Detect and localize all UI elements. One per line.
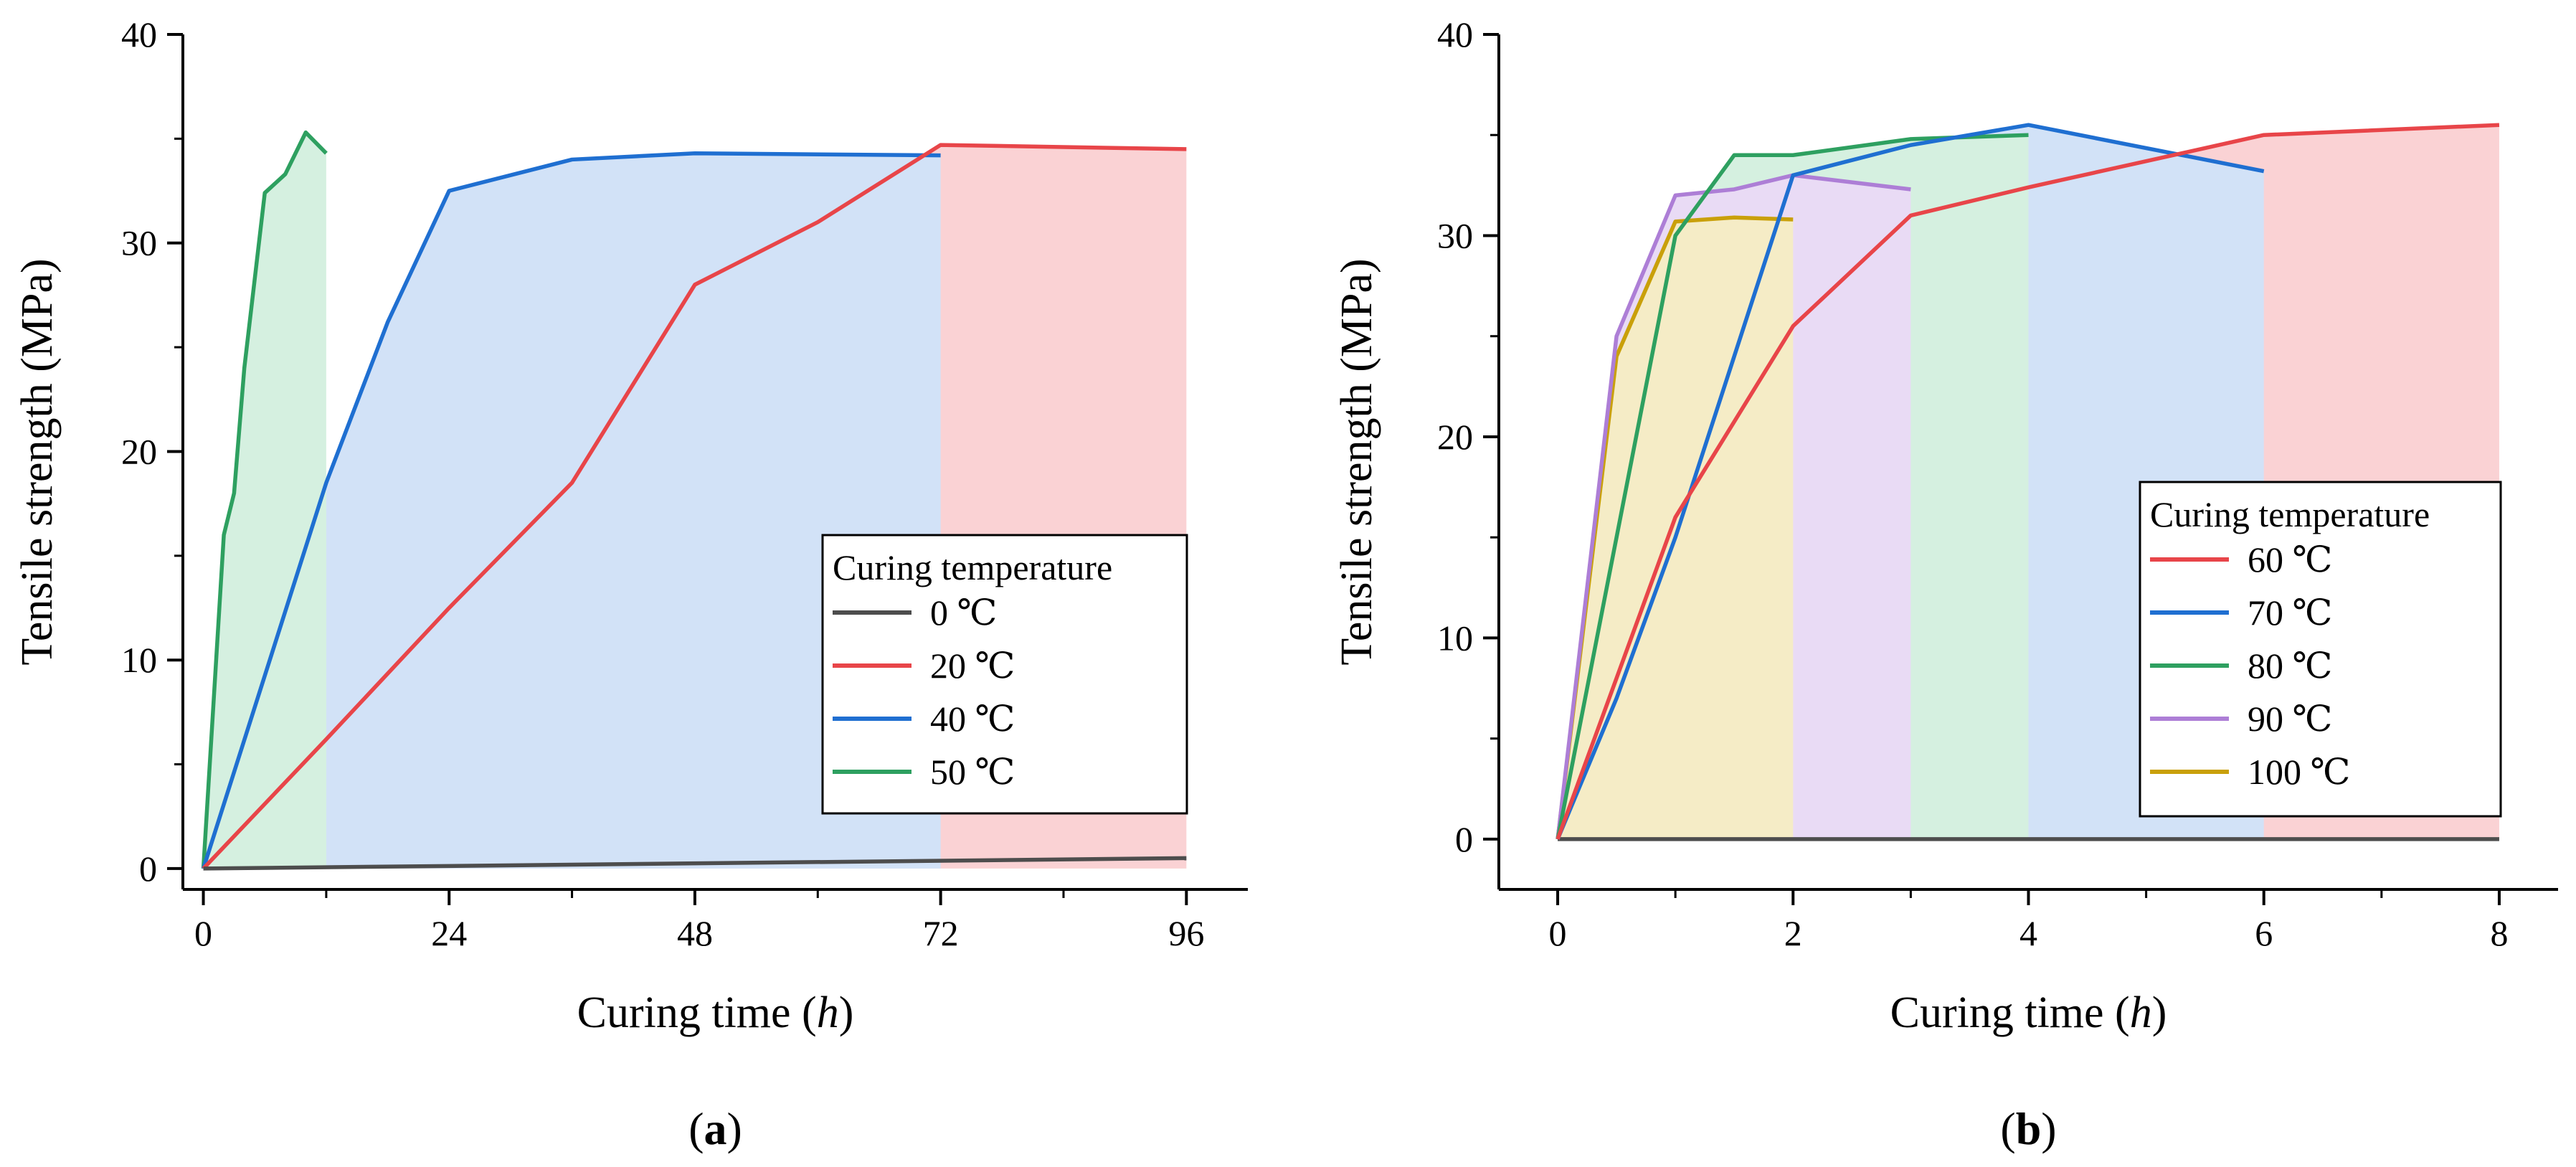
legend-entry-label: 20 ℃ <box>930 646 1015 686</box>
series-line-2 <box>201 151 941 869</box>
legend-title: Curing temperature <box>833 547 1112 587</box>
series-line-0 <box>1555 123 2500 840</box>
legend-entry-label: 50 ℃ <box>930 752 1015 792</box>
series-line-1 <box>1555 123 2265 840</box>
legend-entry-label: 90 ℃ <box>2248 699 2332 739</box>
x-axis-title-part: Curing time ( <box>577 988 817 1037</box>
y-tick-label: 0 <box>1455 819 1473 859</box>
legend-box <box>821 534 1188 815</box>
x-tick-label: 72 <box>923 913 959 953</box>
x-tick-label: 8 <box>2490 913 2508 953</box>
legend-entry-label: 0 ℃ <box>930 592 997 633</box>
series-line-0 <box>203 856 1187 871</box>
x-tick-label: 24 <box>431 913 467 953</box>
series-lines <box>1555 123 2500 841</box>
area-fill-series-2 <box>203 153 941 869</box>
x-tick-label: 0 <box>194 913 212 953</box>
legend: Curing temperature 60 ℃ 70 ℃ 80 ℃ 90 ℃ 100 ℃ <box>2139 481 2502 818</box>
legend-entry-label: 60 ℃ <box>2248 539 2332 580</box>
series-line-3 <box>201 130 328 869</box>
panel-label-part: ( <box>688 1103 704 1154</box>
y-tick-label: 40 <box>121 14 157 55</box>
legend-entry-label: 40 ℃ <box>930 699 1015 739</box>
y-axis-title: Tensile strength (MPa) <box>13 258 62 665</box>
legend-box <box>2139 481 2502 818</box>
y-axis-title: Tensile strength (MPa) <box>1332 258 1381 665</box>
area-fill-series-3 <box>203 132 326 869</box>
legend: Curing temperature 0 ℃ 20 ℃ 40 ℃ 50 ℃ <box>821 534 1188 815</box>
panel-label-part: ) <box>2041 1103 2056 1154</box>
legend-title: Curing temperature <box>2150 494 2430 534</box>
x-tick-label: 48 <box>677 913 713 953</box>
chart-panel-a: 0 24 48 72 96 0 10 20 30 40 Curing time (h) Tensile… <box>13 14 1248 1154</box>
y-tick-label: 30 <box>1437 215 1473 255</box>
x-axis-title-part: ) <box>2152 988 2167 1037</box>
series-line-1 <box>202 143 1187 870</box>
y-tick-label: 0 <box>139 849 157 889</box>
chart-panel-b: 0 2 4 6 8 0 10 20 30 40 Curing time (h) Tensile str… <box>1332 14 2558 1154</box>
x-axis-title-part: Curing time ( <box>1890 988 2130 1037</box>
x-tick-label: 0 <box>1549 913 1567 953</box>
legend-entry-label: 70 ℃ <box>2248 592 2332 633</box>
legend-entry-label: 100 ℃ <box>2248 752 2350 792</box>
x-tick-label: 96 <box>1168 913 1204 953</box>
x-tick-label: 2 <box>1784 913 1802 953</box>
x-axis-title-part: h <box>2130 988 2152 1037</box>
panel-label-part: ( <box>2000 1103 2015 1154</box>
y-tick-label: 10 <box>1437 618 1473 658</box>
y-tick-label: 20 <box>1437 417 1473 457</box>
x-tick-label: 6 <box>2255 913 2273 953</box>
series-lines <box>201 130 1187 871</box>
panel-label-part: ) <box>727 1103 742 1154</box>
x-axis-title: Curing time (h) <box>1890 988 2167 1037</box>
x-axis-title-part: h <box>817 988 839 1037</box>
y-tick-label: 40 <box>1437 14 1473 55</box>
panel-label: (b) <box>2000 1103 2056 1154</box>
series-line-2 <box>1555 133 2029 840</box>
y-tick-label: 30 <box>121 223 157 263</box>
y-tick-label: 10 <box>121 640 157 680</box>
x-tick-label: 4 <box>2019 913 2037 953</box>
x-axis-title-part: ) <box>839 988 854 1037</box>
panel-label-part: a <box>704 1103 727 1154</box>
y-tick-label: 20 <box>121 431 157 471</box>
panel-label: (a) <box>688 1103 742 1154</box>
x-axis-title: Curing time (h) <box>577 988 854 1037</box>
legend-entry-label: 80 ℃ <box>2248 646 2332 686</box>
panel-label-part: b <box>2016 1103 2042 1154</box>
